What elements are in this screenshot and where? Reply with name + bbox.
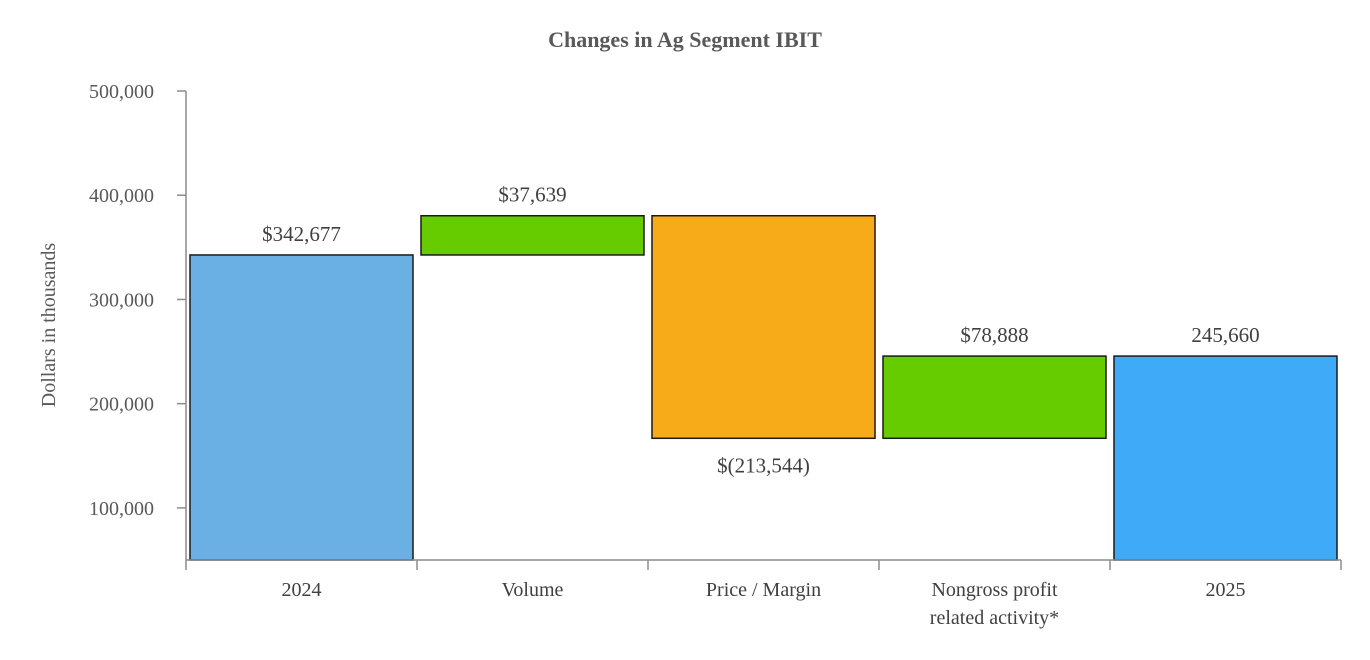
waterfall-bar xyxy=(882,355,1107,440)
chart-title: Changes in Ag Segment IBIT xyxy=(548,27,822,52)
x-tick-label: 2024 xyxy=(282,579,322,601)
waterfall-bar xyxy=(420,214,645,256)
data-label: $78,888 xyxy=(960,323,1028,347)
x-tick-label: 2025 xyxy=(1206,579,1246,601)
y-tick-label: 200,000 xyxy=(89,394,154,416)
y-tick-label: 300,000 xyxy=(89,289,154,311)
y-tick-label: 500,000 xyxy=(89,81,154,103)
y-tick-label: 100,000 xyxy=(89,498,154,520)
data-label: $342,677 xyxy=(262,222,341,246)
bars-group: $342,677 $37,639 $(213,544) $78,888 245,660 xyxy=(189,183,1338,561)
data-label: $(213,544) xyxy=(717,453,810,477)
waterfall-bar xyxy=(651,214,876,440)
data-label: $37,639 xyxy=(498,183,566,207)
x-axis: 2024 Volume Price / Margin Nongross profit r… xyxy=(185,559,1342,629)
y-axis-label: Dollars in thousands xyxy=(38,243,60,408)
y-tick-label: 400,000 xyxy=(89,185,154,207)
y-axis: 100,000 200,000 300,000 400,000 500,000 xyxy=(89,81,187,560)
x-tick-label: Nongross profit related activity* xyxy=(930,579,1059,629)
waterfall-bar xyxy=(1113,355,1338,561)
data-label: 245,660 xyxy=(1191,323,1259,347)
waterfall-bar xyxy=(189,254,414,561)
x-tick-label: Price / Margin xyxy=(706,579,821,601)
x-tick-label: Volume xyxy=(502,579,564,601)
